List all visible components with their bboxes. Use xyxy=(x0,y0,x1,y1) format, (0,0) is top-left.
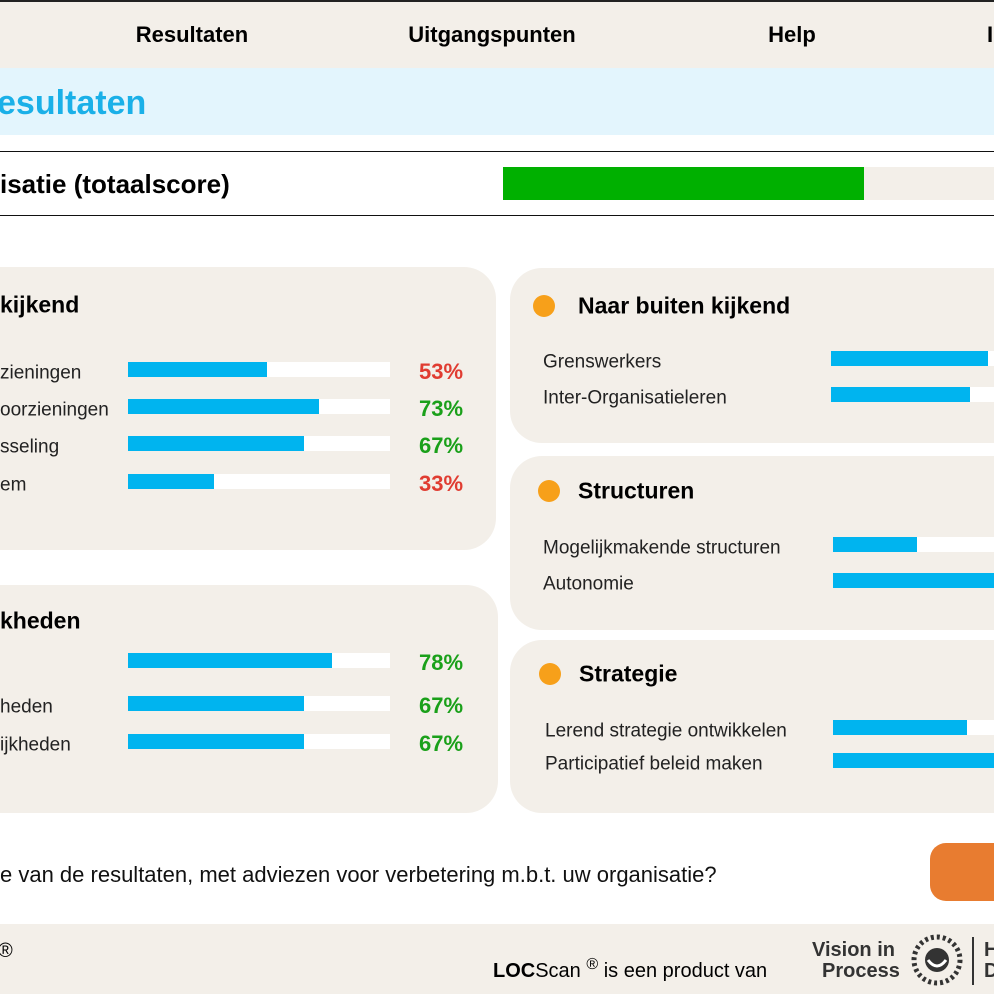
nav-bar xyxy=(0,0,994,68)
nav-item[interactable]: Resultaten xyxy=(135,22,249,47)
item-label: em xyxy=(0,474,27,496)
panel-dot xyxy=(533,295,555,317)
item-label: zieningen xyxy=(0,362,82,384)
brand-reg: ® xyxy=(586,956,599,974)
bar xyxy=(128,474,215,489)
bar xyxy=(128,653,333,668)
bar xyxy=(128,436,304,451)
panel-dot xyxy=(539,663,561,685)
bar xyxy=(831,387,970,402)
item-label: Autonomie xyxy=(543,573,634,595)
bar xyxy=(833,753,994,768)
footer xyxy=(0,924,994,994)
partner: D xyxy=(984,960,994,982)
logo-divider xyxy=(972,937,974,985)
report-button[interactable] xyxy=(930,843,994,901)
item-label: heden xyxy=(0,696,53,718)
panel-title: Structuren xyxy=(578,477,695,504)
partner: H xyxy=(984,939,994,961)
panel-dot xyxy=(538,480,560,502)
bar xyxy=(831,351,989,366)
total-row xyxy=(0,151,994,216)
footer-mark: ® xyxy=(0,940,13,962)
panel-title: kheden xyxy=(0,607,81,634)
question: e van de resultaten, met adviezen voor v… xyxy=(0,862,717,887)
value-label: 53% xyxy=(419,359,464,384)
bar xyxy=(833,537,917,552)
nav-item[interactable]: I xyxy=(986,22,994,47)
value-label: 78% xyxy=(419,650,464,675)
panel-title: Naar buiten kijkend xyxy=(578,292,791,319)
logo-line: Vision in xyxy=(812,939,895,961)
total-bar xyxy=(503,167,865,200)
item-label: oorzieningen xyxy=(0,399,109,421)
value-label: 73% xyxy=(419,396,464,421)
bar xyxy=(128,362,267,377)
item-label: Mogelijkmakende structuren xyxy=(543,537,781,559)
value-label: 67% xyxy=(419,731,464,756)
bar xyxy=(128,696,304,711)
logo-line: Process xyxy=(822,960,900,982)
value-label: 67% xyxy=(419,433,464,458)
bar xyxy=(128,734,304,749)
footer-credit: LOCScan ® is een product van xyxy=(493,957,767,981)
logo-icon xyxy=(911,934,963,986)
page-title: esultaten xyxy=(0,84,147,122)
item-label: Inter-Organisatieleren xyxy=(543,387,727,409)
total-label: isatie (totaalscore) xyxy=(0,169,230,199)
panel-title: Strategie xyxy=(579,660,678,687)
nav-item[interactable]: Uitgangspunten xyxy=(408,22,576,47)
brand: Scan xyxy=(535,959,581,982)
bar xyxy=(128,399,320,414)
item-label: sseling xyxy=(0,436,60,458)
nav-item[interactable]: Help xyxy=(768,22,816,47)
bar xyxy=(833,720,967,735)
value-label: 33% xyxy=(419,471,464,496)
bar xyxy=(833,573,994,588)
credit-text: is een product van xyxy=(603,959,768,982)
title-band xyxy=(0,68,994,135)
value-label: 67% xyxy=(419,693,464,718)
item-label: Lerend strategie ontwikkelen xyxy=(545,720,787,742)
item-label: Grenswerkers xyxy=(543,351,662,373)
brand-bold: LOC xyxy=(493,959,536,982)
item-label: ijkheden xyxy=(0,734,71,756)
panel-title: kijkend xyxy=(0,291,80,318)
item-label: Participatief beleid maken xyxy=(545,753,763,775)
